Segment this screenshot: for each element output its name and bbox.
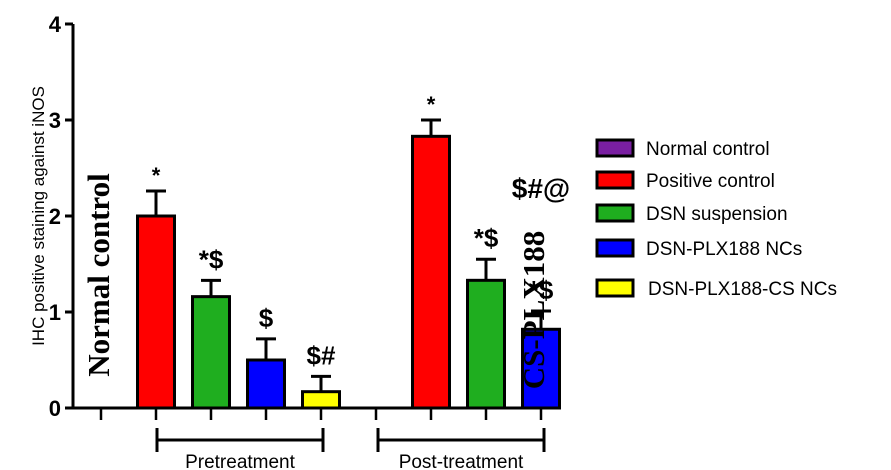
legend-label: DSN-PLX188 NCs <box>646 239 802 260</box>
group-label: Pretreatment <box>185 452 296 470</box>
bar <box>191 295 231 410</box>
vertical-annotation: Normal control <box>81 173 116 377</box>
significance-label: $# <box>307 340 336 370</box>
legend-swatch <box>595 138 635 158</box>
legend-swatch <box>595 170 635 190</box>
y-axis-ticks: 0 1 2 3 4 <box>49 12 73 421</box>
legend-swatch <box>595 238 635 258</box>
group-label: Post-treatment <box>399 452 524 470</box>
y-tick-label: 1 <box>49 300 61 325</box>
legend-label: Positive control <box>646 171 775 192</box>
bar <box>411 134 451 410</box>
group-brackets: Pretreatment Post-treatment <box>155 428 546 470</box>
legend-label: Normal control <box>646 139 770 160</box>
bar <box>246 358 286 410</box>
significance-label: * <box>427 92 436 117</box>
bar <box>466 278 506 410</box>
y-tick-label: 2 <box>49 204 61 229</box>
legend-label: DSN-PLX188-CS NCs <box>648 279 837 300</box>
y-axis-label: IHC positive staining against iNOS <box>29 86 48 346</box>
legend-swatch <box>595 203 635 223</box>
significance-label: $ <box>259 303 274 333</box>
y-tick-label: 3 <box>49 108 61 133</box>
significance-label: *$ <box>474 223 499 253</box>
y-tick-label: 0 <box>49 396 61 421</box>
significance-label: * <box>152 163 161 188</box>
bar <box>301 390 341 410</box>
vertical-annotation: CS-PLX188 <box>516 231 551 389</box>
bar <box>521 327 561 410</box>
legend-swatch <box>595 278 635 298</box>
significance-label: *$ <box>529 275 554 305</box>
legend-label: DSN suspension <box>646 204 788 225</box>
overlay-text: Normal control CS-PLX188 <box>81 173 551 389</box>
bar <box>136 214 176 410</box>
significance-label: *$ <box>199 244 224 274</box>
legend: Normal control Positive control DSN suspen… <box>595 138 837 300</box>
y-tick-label: 4 <box>49 12 62 37</box>
bars: * *$ $ $# * *$ *$ $#@ <box>136 92 570 410</box>
significance-label: $#@ <box>512 173 570 204</box>
